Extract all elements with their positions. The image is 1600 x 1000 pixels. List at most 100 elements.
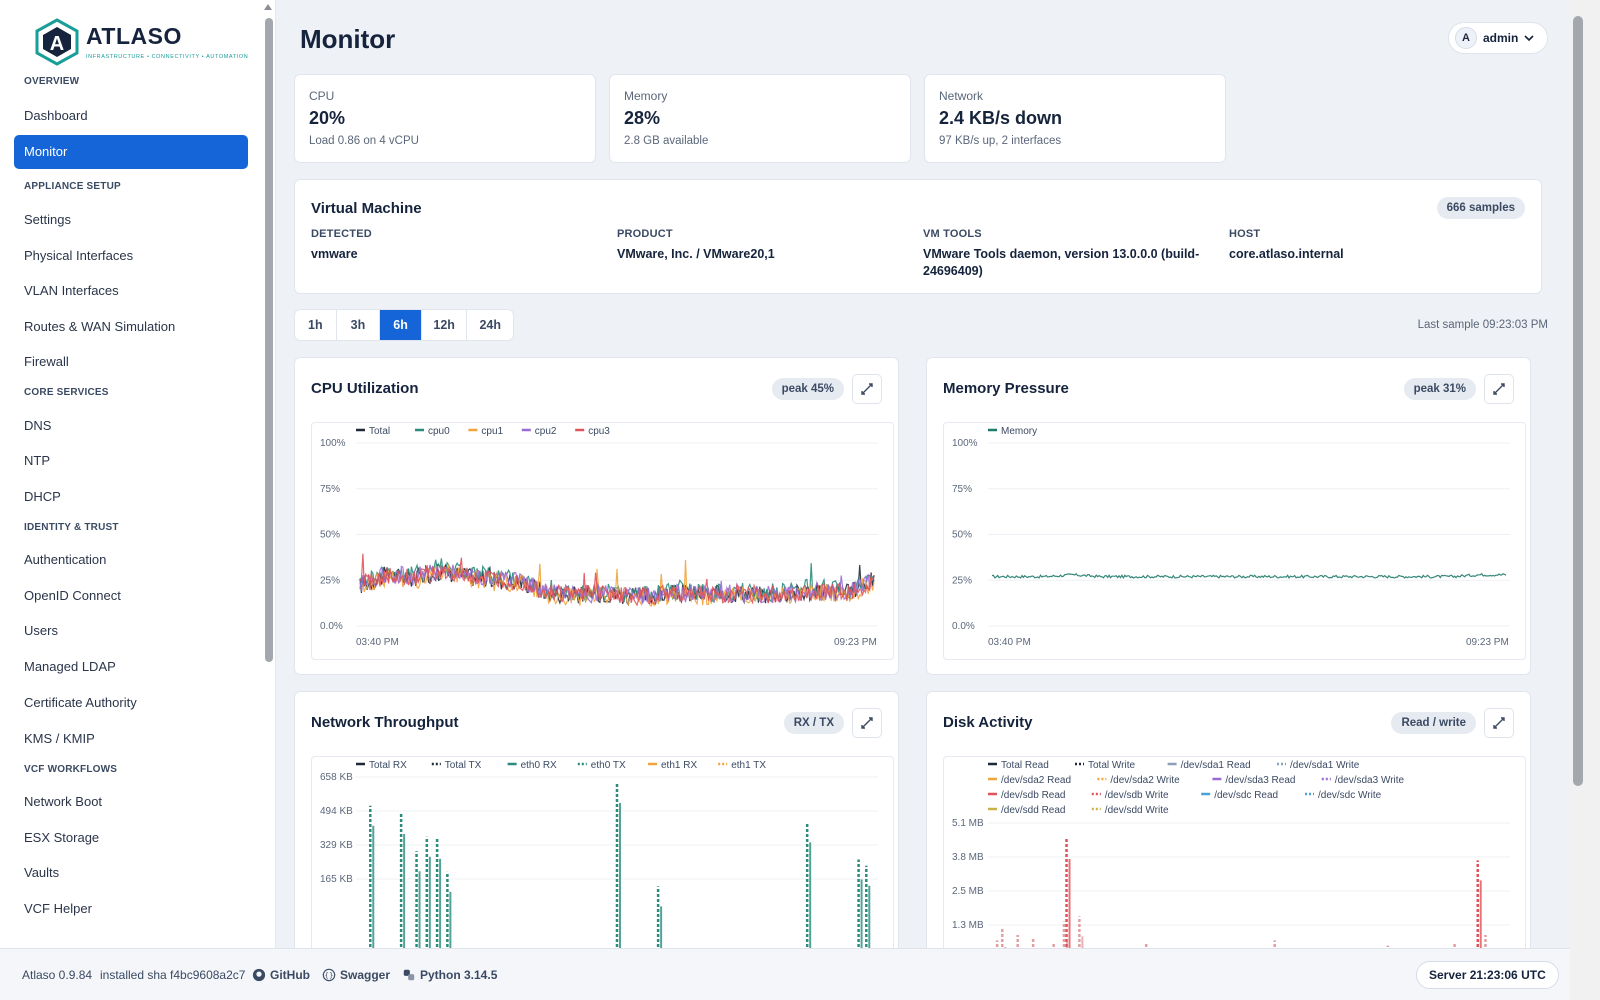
y-tick-label: 25% xyxy=(952,575,972,586)
main-content: Monitor A admin CPU 20% Load 0.86 on 4 v… xyxy=(276,0,1570,948)
chart-card-cpu: CPU Utilization peak 45% Total cpu0 cpu1 cp… xyxy=(294,357,899,675)
sidebar-item-monitor[interactable]: Monitor xyxy=(14,135,248,169)
range-1h[interactable]: 1h xyxy=(295,310,337,340)
chart-card-disk: Disk Activity Read / write Total Read Tot… xyxy=(926,691,1531,948)
user-menu[interactable]: A admin xyxy=(1448,22,1548,54)
chart-title: Disk Activity xyxy=(943,714,1033,731)
memory-plot: Memory 100% 75% 50% 25% 0.0% 03:40 PM 09:23 PM xyxy=(943,422,1526,660)
nav-section-title: IDENTITY & TRUST xyxy=(24,522,119,533)
sidebar: A ATLASO INFRASTRUCTURE • CONNECTIVITY •… xyxy=(0,0,276,948)
stat-value: 28% xyxy=(624,108,661,128)
chart-badge: peak 31% xyxy=(1403,378,1476,400)
swagger-icon: {} xyxy=(322,968,336,982)
vm-field-product: PRODUCT VMware, Inc. / VMware20,1 xyxy=(617,228,907,263)
y-tick-label: 494 KB xyxy=(320,806,353,817)
sidebar-item-dhcp[interactable]: DHCP xyxy=(24,489,61,504)
sidebar-item-certificate-authority[interactable]: Certificate Authority xyxy=(24,695,137,710)
brand-name: ATLASO xyxy=(86,23,182,49)
expand-button[interactable] xyxy=(1484,708,1514,738)
sidebar-item-firewall[interactable]: Firewall xyxy=(24,354,69,369)
sidebar-item-esx-storage[interactable]: ESX Storage xyxy=(24,830,100,845)
sidebar-item-network-boot[interactable]: Network Boot xyxy=(24,794,103,809)
legend-label: /dev/sda1 Read xyxy=(1181,760,1251,771)
vm-card: Virtual Machine 666 samples DETECTED vmw… xyxy=(294,179,1542,294)
stat-card-memory: Memory 28% 2.8 GB available xyxy=(609,74,911,163)
app-version: Atlaso 0.9.84 xyxy=(22,968,93,982)
sidebar-item-authentication[interactable]: Authentication xyxy=(24,552,107,567)
sidebar-item-ntp[interactable]: NTP xyxy=(24,453,50,468)
sidebar-item-kms-kmip[interactable]: KMS / KMIP xyxy=(24,731,95,746)
sidebar-item-users[interactable]: Users xyxy=(24,623,58,638)
x-tick-label: 03:40 PM xyxy=(988,637,1031,648)
python-icon xyxy=(403,969,415,981)
legend-label: eth0 TX xyxy=(591,760,626,771)
expand-button[interactable] xyxy=(852,708,882,738)
chart-badge: peak 45% xyxy=(771,378,844,400)
expand-icon xyxy=(1493,717,1505,729)
github-link[interactable]: GitHub xyxy=(270,968,310,982)
stat-sub: 2.8 GB available xyxy=(624,135,709,147)
vm-field-detected: DETECTED vmware xyxy=(311,228,601,263)
y-tick-label: 0.0% xyxy=(320,621,343,632)
samples-badge: 666 samples xyxy=(1436,197,1525,219)
footer: Atlaso 0.9.84 installed sha f4bc9608a2c7… xyxy=(0,948,1570,1000)
vm-title: Virtual Machine xyxy=(311,200,422,217)
legend-label: cpu3 xyxy=(588,426,610,437)
expand-icon xyxy=(861,717,873,729)
chart-title: Network Throughput xyxy=(311,714,459,731)
brand-logo[interactable]: A ATLASO INFRASTRUCTURE • CONNECTIVITY •… xyxy=(34,18,248,68)
time-range-selector: 1h 3h 6h 12h 24h xyxy=(294,309,514,341)
legend-label: Total TX xyxy=(445,760,482,771)
expand-button[interactable] xyxy=(1484,374,1514,404)
sidebar-item-vcf-helper[interactable]: VCF Helper xyxy=(24,901,92,916)
sidebar-item-managed-ldap[interactable]: Managed LDAP xyxy=(24,659,116,674)
svg-text:{}: {} xyxy=(325,972,334,980)
python-version: Python 3.14.5 xyxy=(420,968,498,982)
page-scroll-thumb[interactable] xyxy=(1573,16,1583,786)
y-tick-label: 0.0% xyxy=(952,621,975,632)
scroll-up-arrow-icon[interactable] xyxy=(264,4,272,10)
chart-badge: RX / TX xyxy=(783,712,844,734)
legend-label: Total Read xyxy=(1001,760,1049,771)
legend-label: Total Write xyxy=(1088,760,1135,771)
sidebar-item-routes-wan-simulation[interactable]: Routes & WAN Simulation xyxy=(24,319,176,334)
sidebar-item-vlan-interfaces[interactable]: VLAN Interfaces xyxy=(24,283,119,298)
chart-badge: Read / write xyxy=(1391,712,1476,734)
legend-label: /dev/sdb Read xyxy=(1001,790,1066,801)
vm-val: VMware, Inc. / VMware20,1 xyxy=(617,247,775,261)
expand-button[interactable] xyxy=(852,374,882,404)
svg-text:A: A xyxy=(50,33,64,55)
swagger-link[interactable]: Swagger xyxy=(340,968,391,982)
range-24h[interactable]: 24h xyxy=(479,318,501,332)
sidebar-scroll-thumb[interactable] xyxy=(265,18,273,662)
vm-val: vmware xyxy=(311,247,358,261)
stat-label: Memory xyxy=(624,89,668,103)
legend-label: /dev/sdb Write xyxy=(1105,790,1169,801)
nav-section-title: CORE SERVICES xyxy=(24,387,109,398)
brand-tagline: INFRASTRUCTURE • CONNECTIVITY • AUTOMATI… xyxy=(86,54,249,60)
legend-label: Memory xyxy=(1001,426,1037,437)
stat-label: Network xyxy=(939,89,984,103)
nav-section-title: OVERVIEW xyxy=(24,76,80,87)
range-6h[interactable]: 6h xyxy=(380,310,422,340)
series-line-Memory xyxy=(991,572,1507,580)
disk-chart-svg: Total Read Total Write/dev/sda1 Read/dev/… xyxy=(952,760,1510,948)
y-tick-label: 2.5 MB xyxy=(952,886,984,897)
range-12h[interactable]: 12h xyxy=(422,310,468,340)
sidebar-item-vaults[interactable]: Vaults xyxy=(24,865,60,880)
sidebar-item-dns[interactable]: DNS xyxy=(24,418,52,433)
sidebar-item-openid-connect[interactable]: OpenID Connect xyxy=(24,588,121,603)
user-name: admin xyxy=(1483,31,1519,45)
sidebar-item-physical-interfaces[interactable]: Physical Interfaces xyxy=(24,248,134,263)
expand-icon xyxy=(1493,383,1505,395)
y-tick-label: 50% xyxy=(320,530,340,541)
sidebar-item-settings[interactable]: Settings xyxy=(24,212,71,227)
stat-card-cpu: CPU 20% Load 0.86 on 4 vCPU xyxy=(294,74,596,163)
legend-label: Total RX xyxy=(369,760,407,771)
chevron-down-icon xyxy=(1524,35,1534,42)
range-3h[interactable]: 3h xyxy=(337,310,381,340)
legend-label: eth1 TX xyxy=(731,760,766,771)
sidebar-item-dashboard[interactable]: Dashboard xyxy=(24,108,88,123)
github-icon xyxy=(252,968,266,982)
stat-sub: Load 0.86 on 4 vCPU xyxy=(309,135,419,147)
